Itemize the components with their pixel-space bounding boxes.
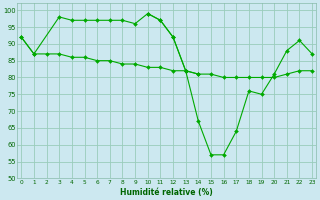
X-axis label: Humidité relative (%): Humidité relative (%) xyxy=(120,188,213,197)
